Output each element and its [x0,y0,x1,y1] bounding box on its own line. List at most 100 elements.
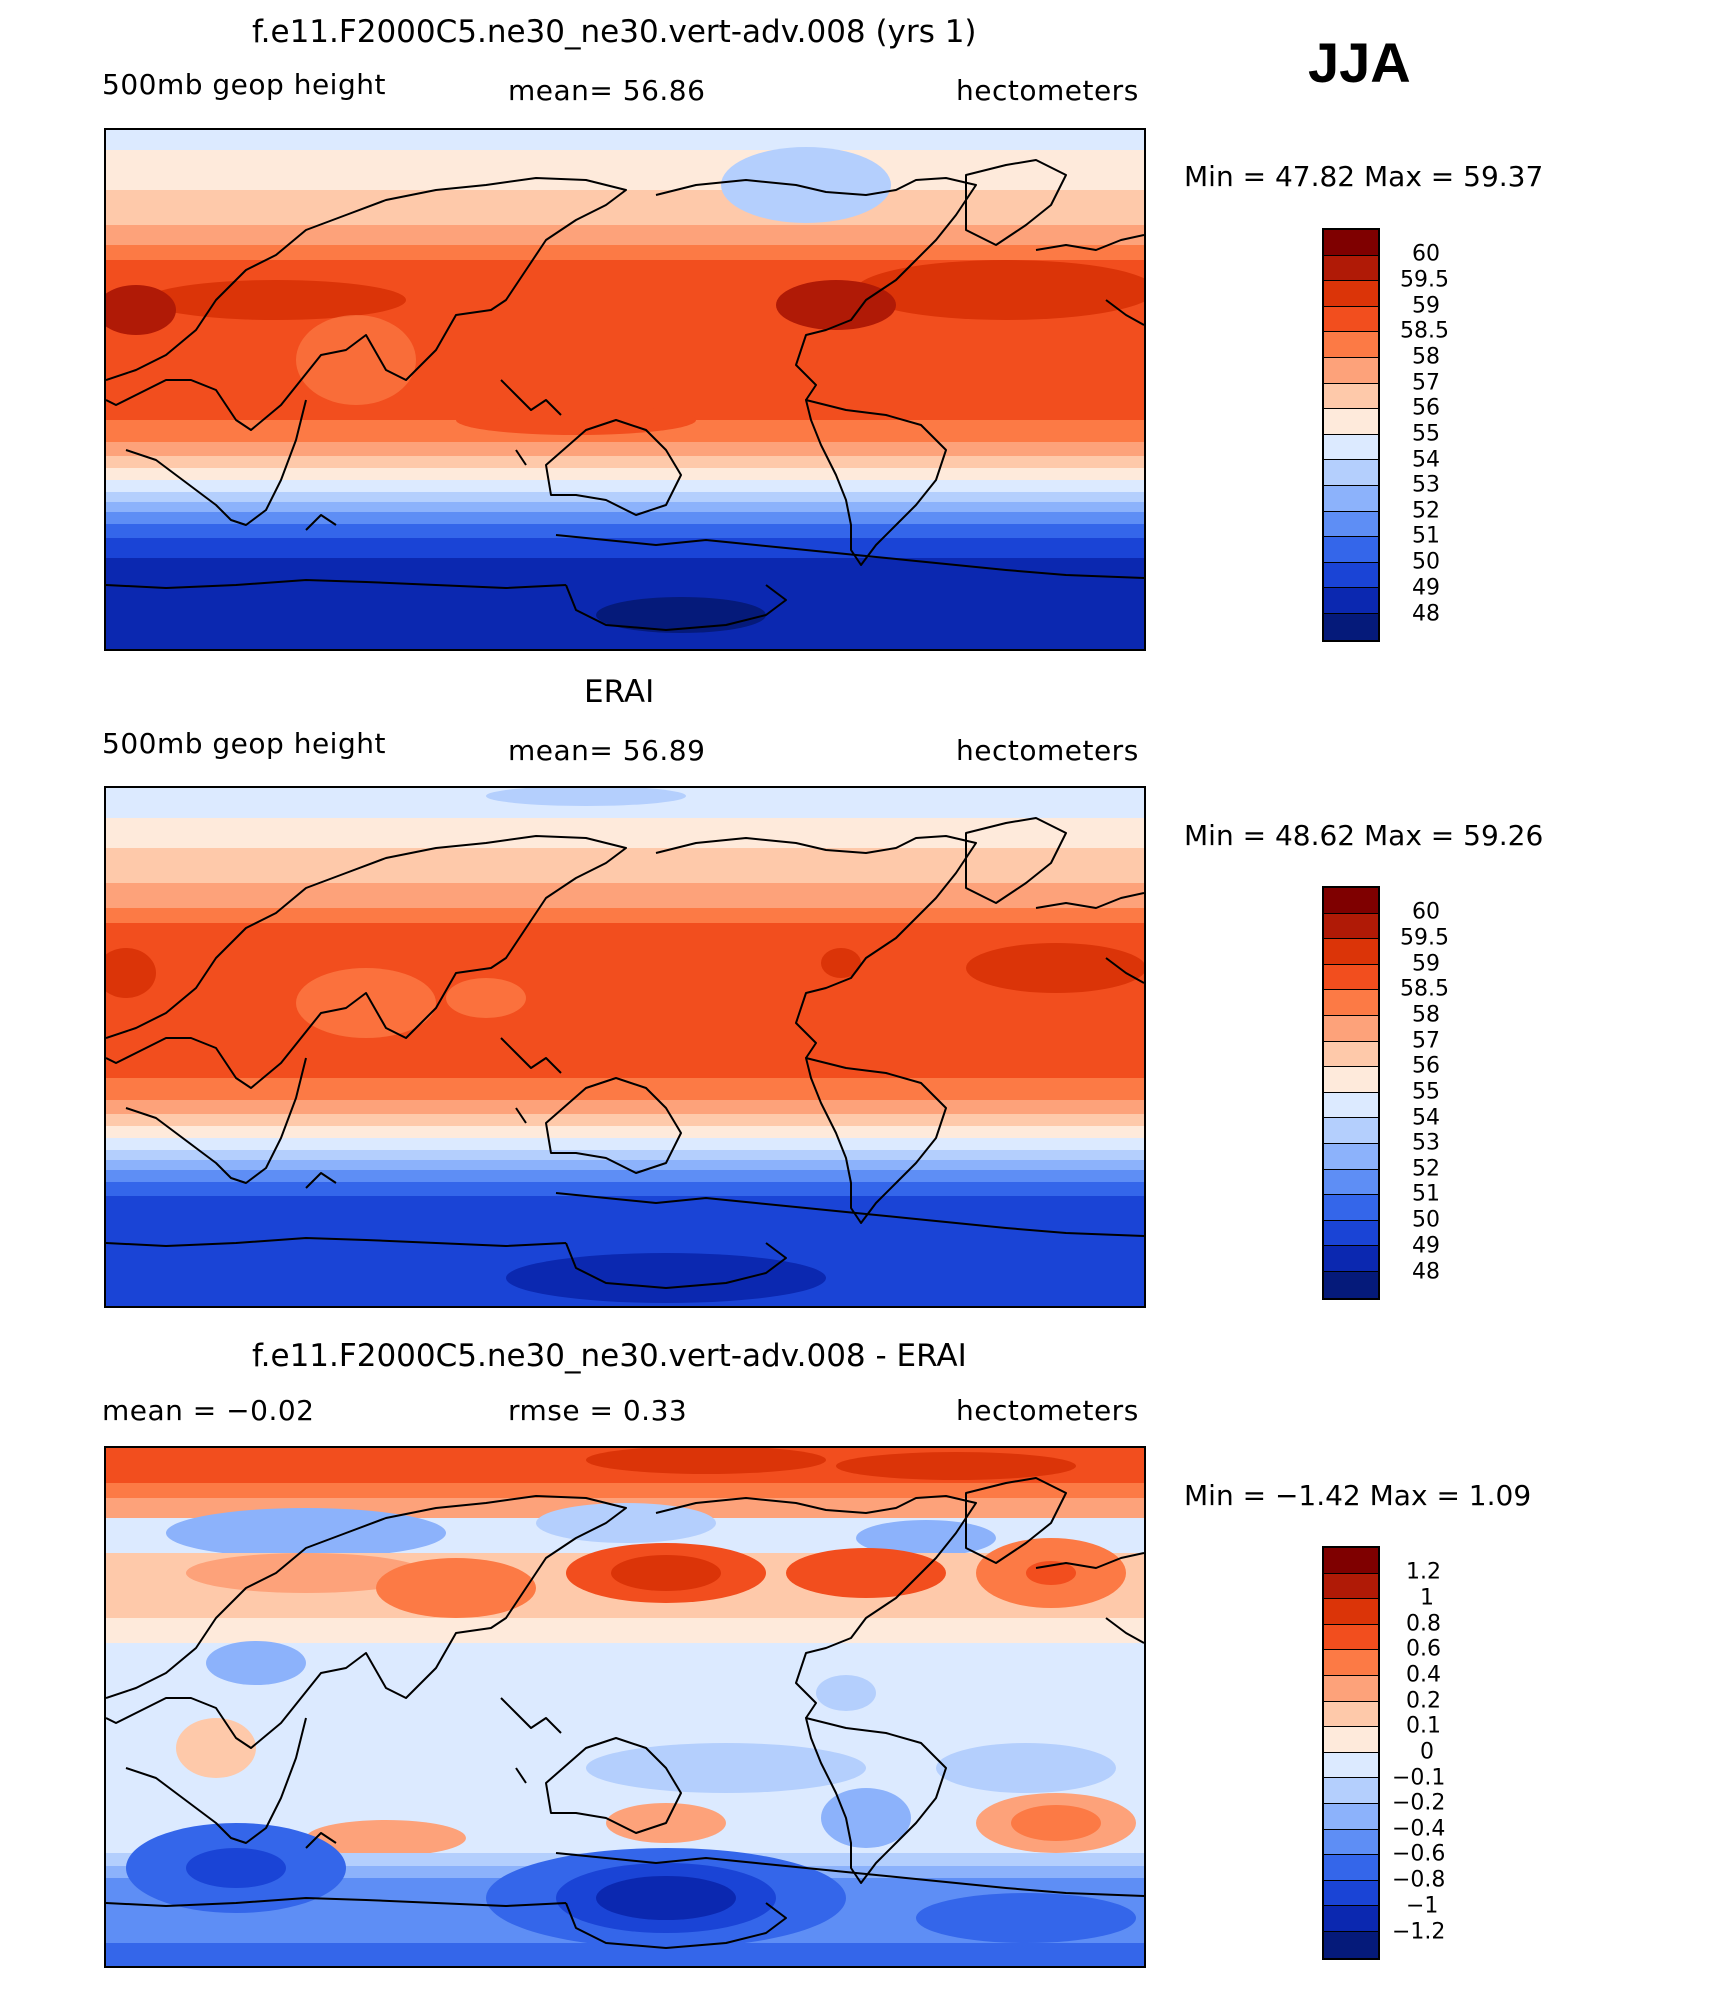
colorbar-swatch [1324,1778,1378,1804]
map-obs [104,786,1146,1308]
colorbar-swatch [1324,255,1378,282]
colorbar-swatch [1324,562,1378,589]
panel-units-label: hectometers [956,74,1139,107]
colorbar-swatch [1324,1624,1378,1651]
colorbar-swatch [1324,1650,1378,1676]
colorbar-tick-label: −0.8 [1392,1867,1446,1893]
colorbar-tick-label: 48 [1412,601,1440,627]
colorbar-swatch [1324,964,1378,991]
colorbar-swatch [1324,613,1378,640]
colorbar-swatch [1324,1195,1378,1221]
colorbar-tick-label: 53 [1412,1130,1440,1156]
colorbar-diff [1322,1546,1380,1960]
colorbar-swatch [1324,1752,1378,1779]
panel-title: ERAI [584,674,655,710]
colorbar-swatch [1324,537,1378,563]
colorbar-tick-label: 54 [1412,447,1440,473]
colorbar-tick-label: 0.6 [1406,1636,1441,1662]
colorbar-tick-label: 58 [1412,344,1440,370]
colorbar-swatch [1324,1855,1378,1881]
colorbar-swatch [1324,1067,1378,1093]
colorbar-swatch [1324,913,1378,940]
colorbar-tick-label: −0.6 [1392,1841,1446,1867]
colorbar-tick-label: 55 [1412,1079,1440,1105]
panel-minmax: Min = −1.42 Max = 1.09 [1184,1479,1532,1512]
colorbar-swatch [1324,1675,1378,1702]
colorbar-tick-label: 52 [1412,498,1440,524]
colorbar-swatch [1324,306,1378,333]
colorbar-swatch [1324,1143,1378,1170]
colorbar-swatch [1324,1271,1378,1298]
colorbar-tick-label: 1.2 [1406,1559,1441,1585]
colorbar-swatch [1324,1829,1378,1856]
colorbar-swatch [1324,1118,1378,1144]
colorbar-tick-label: 53 [1412,472,1440,498]
colorbar-tick-label: 58 [1412,1002,1440,1028]
colorbar-tick-label: 60 [1412,241,1440,267]
colorbar-swatch [1324,383,1378,410]
colorbar-swatch [1324,1015,1378,1042]
colorbar-swatch [1324,1701,1378,1728]
colorbar-tick-label: 56 [1412,395,1440,421]
panel-units-label: hectometers [956,734,1139,767]
colorbar-tick-label: 59 [1412,951,1440,977]
panel-left-label: mean = −0.02 [102,1394,315,1427]
colorbar-swatch [1324,1548,1378,1574]
colorbar-tick-label: 57 [1412,1028,1440,1054]
colorbar-tick-label: −0.2 [1392,1790,1446,1816]
colorbar-tick-label: −1 [1406,1893,1439,1919]
colorbar-tick-label: 52 [1412,1156,1440,1182]
colorbar-tick-label: 49 [1412,575,1440,601]
season-label: JJA [1308,31,1411,94]
colorbar-swatch [1324,485,1378,512]
colorbar-swatch [1324,1931,1378,1958]
colorbar-swatch [1324,588,1378,614]
panel-left-label: 500mb geop height [102,727,386,760]
colorbar-tick-label: 0.1 [1406,1713,1441,1739]
colorbar-swatch [1324,357,1378,384]
colorbar-tick-label: −0.1 [1392,1765,1446,1791]
colorbar-tick-label: 59 [1412,293,1440,319]
colorbar-swatch [1324,434,1378,461]
colorbar-swatch [1324,460,1378,486]
colorbar-tick-label: 0 [1420,1739,1434,1765]
colorbar-tick-label: 50 [1412,549,1440,575]
panel-center-label: mean= 56.89 [508,734,706,767]
colorbar-model [1322,228,1380,642]
colorbar-tick-label: 60 [1412,899,1440,925]
colorbar-tick-label: 1 [1420,1585,1434,1611]
colorbar-tick-label: 55 [1412,421,1440,447]
panel-title: f.e11.F2000C5.ne30_ne30.vert-adv.008 - E… [252,1338,967,1374]
colorbar-tick-label: −0.4 [1392,1816,1446,1842]
colorbar-swatch [1324,888,1378,914]
map-model [104,128,1146,651]
colorbar-swatch [1324,1880,1378,1907]
colorbar-tick-label: 48 [1412,1259,1440,1285]
colorbar-tick-label: 54 [1412,1105,1440,1131]
colorbar-tick-label: 49 [1412,1233,1440,1259]
colorbar-swatch [1324,230,1378,256]
colorbar-tick-label: 57 [1412,370,1440,396]
colorbar-tick-label: 56 [1412,1053,1440,1079]
colorbar-tick-label: 0.2 [1406,1688,1441,1714]
colorbar-tick-label: −1.2 [1392,1919,1446,1945]
colorbar-tick-label: 51 [1412,1181,1440,1207]
panel-left-label: 500mb geop height [102,68,386,101]
colorbar-swatch [1324,1041,1378,1068]
colorbar-swatch [1324,1573,1378,1600]
panel-title: f.e11.F2000C5.ne30_ne30.vert-adv.008 (yr… [252,14,977,50]
colorbar-tick-label: 58.5 [1400,318,1449,344]
colorbar-tick-label: 59.5 [1400,267,1449,293]
colorbar-obs [1322,886,1380,1300]
colorbar-swatch [1324,1906,1378,1932]
colorbar-tick-label: 58.5 [1400,976,1449,1002]
colorbar-tick-label: 59.5 [1400,925,1449,951]
panel-minmax: Min = 48.62 Max = 59.26 [1184,819,1544,852]
colorbar-swatch [1324,511,1378,538]
colorbar-swatch [1324,1727,1378,1753]
colorbar-swatch [1324,939,1378,965]
colorbar-swatch [1324,409,1378,435]
panel-center-label: mean= 56.86 [508,74,706,107]
colorbar-swatch [1324,990,1378,1016]
colorbar-tick-label: 50 [1412,1207,1440,1233]
